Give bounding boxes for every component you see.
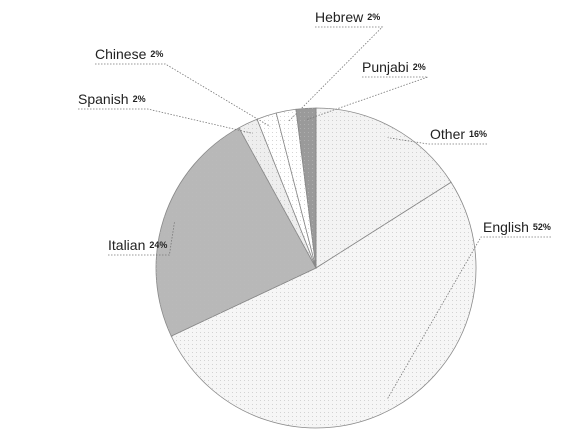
category-name: Chinese [95,46,147,62]
label-text: Italian 24% [108,237,167,253]
percent-label: 24% [149,240,167,250]
percent-label: 16% [469,129,487,139]
slice-label: Punjabi 2% [362,59,426,75]
label-text: English 52% [483,219,551,235]
slice-texture [156,127,316,337]
slice-label: Chinese 2% [95,46,163,62]
label-text: Other 16% [430,126,487,142]
slice-texture [171,182,477,428]
leader-line [387,236,551,399]
label-text: Spanish 2% [78,91,146,107]
slice-label: English 52% [483,219,551,235]
percent-label: 2% [133,94,146,104]
leader-line [306,76,428,120]
category-name: Spanish [78,91,129,107]
label-text: Punjabi 2% [362,59,426,75]
leader-line [95,63,271,127]
percent-label: 2% [413,62,426,72]
slice-texture [238,119,316,268]
leader-line [287,26,384,123]
slice-label: Hebrew 2% [315,9,380,25]
percent-label: 2% [150,49,163,59]
category-name: Italian [108,237,145,253]
leader-line [108,221,175,256]
slice-texture [295,108,316,268]
category-name: Punjabi [362,59,409,75]
slice-texture [276,109,316,268]
percent-label: 2% [367,12,380,22]
category-name: Other [430,126,465,142]
leader-line [78,108,253,134]
label-text: Chinese 2% [95,46,163,62]
slice-label: Spanish 2% [78,91,146,107]
slice-label: Italian 24% [108,237,167,253]
percent-label: 52% [533,222,551,232]
category-name: Hebrew [315,9,364,25]
slice-label: Other 16% [430,126,487,142]
label-text: Hebrew 2% [315,9,380,25]
slice-texture [316,108,452,268]
slice-texture [257,113,316,268]
category-name: English [483,219,529,235]
